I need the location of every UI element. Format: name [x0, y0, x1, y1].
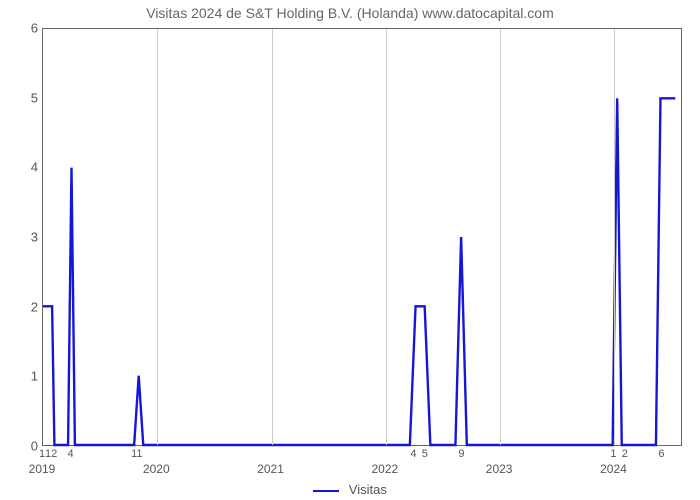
xtick-minor: 5: [422, 448, 428, 460]
ytick-label: 6: [31, 21, 38, 36]
chart-container: Visitas 2024 de S&T Holding B.V. (Holand…: [0, 0, 700, 500]
plot-area: [42, 28, 682, 446]
xtick-year: 2020: [143, 462, 170, 476]
xtick-year: 2019: [29, 462, 56, 476]
gridline-vertical: [386, 29, 387, 445]
gridline-vertical: [500, 29, 501, 445]
ytick-label: 5: [31, 90, 38, 105]
xtick-minor: 9: [458, 448, 464, 460]
xtick-minor: 11: [131, 448, 142, 460]
chart-title: Visitas 2024 de S&T Holding B.V. (Holand…: [0, 5, 700, 21]
xtick-minor: 6: [658, 448, 664, 460]
legend: Visitas: [0, 482, 700, 497]
xtick-year: 2024: [600, 462, 627, 476]
gridline-vertical: [614, 29, 615, 445]
ytick-label: 3: [31, 230, 38, 245]
xtick-minor: 2: [622, 448, 628, 460]
xtick-minor: 4: [410, 448, 416, 460]
ytick-label: 2: [31, 299, 38, 314]
xtick-year: 2022: [371, 462, 398, 476]
ytick-label: 0: [31, 439, 38, 454]
xtick-minor: 4: [68, 448, 74, 460]
ytick-label: 4: [31, 160, 38, 175]
gridline-vertical: [157, 29, 158, 445]
legend-line: [313, 490, 339, 492]
legend-label: Visitas: [349, 482, 387, 497]
xtick-year: 2023: [486, 462, 513, 476]
xtick-minor: 1: [610, 448, 616, 460]
xtick-minor: 12: [45, 448, 57, 460]
ytick-label: 1: [31, 369, 38, 384]
gridline-vertical: [272, 29, 273, 445]
xtick-year: 2021: [257, 462, 284, 476]
line-series: [43, 29, 681, 445]
